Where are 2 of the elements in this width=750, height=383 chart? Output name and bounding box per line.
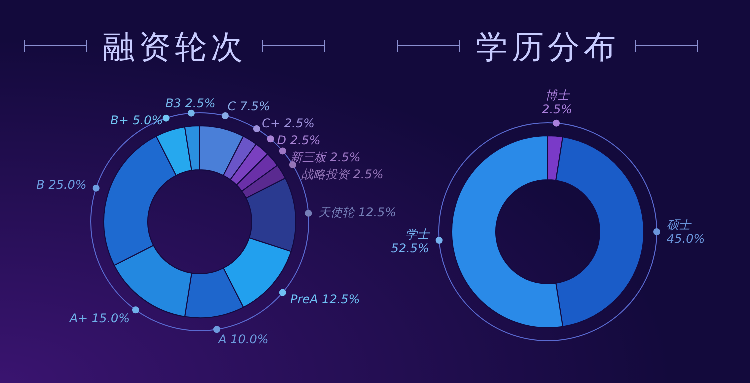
chart-title: 学历分布 xyxy=(476,28,620,66)
chart-title: 融资轮次 xyxy=(103,28,247,66)
